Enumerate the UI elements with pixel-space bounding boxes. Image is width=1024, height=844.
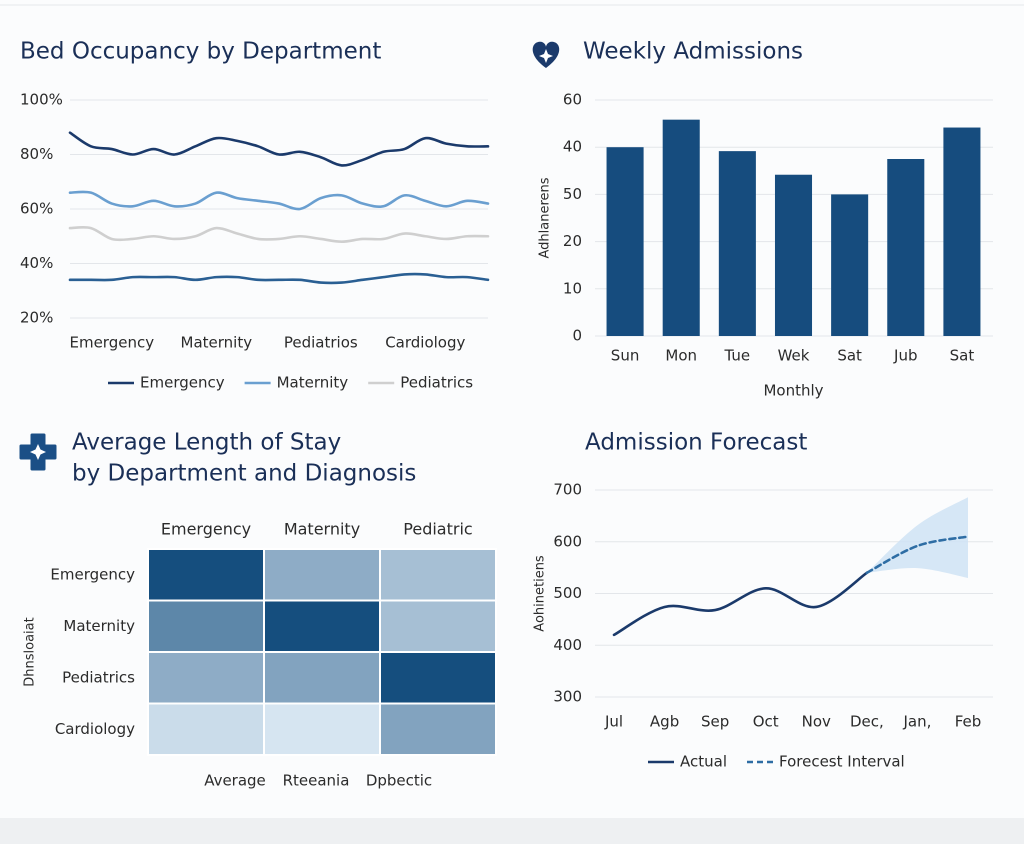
x-tick-label: Tue <box>724 347 751 365</box>
x-tick-label: Feb <box>955 713 982 731</box>
legend-label: Maternity <box>277 374 349 392</box>
series-line <box>68 225 490 244</box>
heatmap-cell <box>147 599 265 653</box>
x-tick-label: Agb <box>650 713 679 731</box>
bar <box>774 174 813 336</box>
bar <box>606 147 644 336</box>
x-tick-label: Pediatrios <box>284 334 358 352</box>
column-label: Pediatric <box>403 520 472 539</box>
cross-icon <box>19 433 57 471</box>
y-tick-label: 40 <box>563 138 582 156</box>
y-tick-label: 60 <box>563 91 582 109</box>
heart-icon <box>532 41 560 68</box>
bar <box>718 151 756 336</box>
x-tick-label: Cardiology <box>385 334 465 352</box>
heatmap-cell <box>379 548 497 602</box>
y-tick-label: 500 <box>553 584 582 602</box>
bar <box>662 119 700 337</box>
y-axis-label: Dhnsloaiat <box>23 617 38 686</box>
heatmap-cell <box>379 599 497 653</box>
row-label: Cardiology <box>55 720 135 738</box>
legend-label: Forecest Interval <box>779 753 905 771</box>
series-line <box>68 131 490 167</box>
series-line <box>612 571 869 637</box>
x-tick-label: Sat <box>837 347 862 365</box>
x-tick-label: Oct <box>753 713 779 731</box>
row-label: Emergency <box>50 565 135 583</box>
y-tick-label: 20% <box>20 309 53 327</box>
heatmap-cell <box>147 548 265 602</box>
chart-title: Bed Occupancy by Department <box>20 39 381 65</box>
row-label: Maternity <box>63 617 135 635</box>
bottom-bar <box>0 818 1024 844</box>
chart-title: Weekly Admissions <box>583 39 803 65</box>
heatmap-cell <box>263 702 381 756</box>
y-tick-label: 0 <box>572 327 582 345</box>
heatmap-cell <box>379 702 497 756</box>
bar <box>831 194 869 336</box>
x-axis-label: Monthly <box>763 382 823 400</box>
heatmap-cell <box>147 702 265 756</box>
y-axis-label: Adhlanerens <box>538 177 553 258</box>
legend-label: Pediatrics <box>400 374 473 392</box>
y-axis-label: Aohinetiens <box>533 555 548 632</box>
x-tick-label: Emergency <box>69 334 154 352</box>
chart-title: Admission Forecast <box>585 430 807 456</box>
x-tick-label: Dec, <box>850 713 884 731</box>
series-line <box>68 190 490 211</box>
x-tick-label: Sun <box>611 347 640 365</box>
heatmap-cell <box>263 651 381 705</box>
bar <box>943 127 981 337</box>
x-tick-label: Sat <box>950 347 975 365</box>
heatmap-cell <box>379 651 497 705</box>
x-tick-label: Jan, <box>902 713 931 731</box>
y-tick-label: 80% <box>20 145 53 163</box>
y-tick-label: 300 <box>553 688 582 706</box>
legend-label: Emergency <box>140 374 225 392</box>
legend-label: Actual <box>680 753 727 771</box>
x-axis-label: Rteeania <box>283 772 350 790</box>
series-line <box>68 272 490 285</box>
y-tick-label: 10 <box>563 279 582 297</box>
y-tick-label: 20 <box>563 232 582 250</box>
chart-title: by Department and Diagnosis <box>72 461 416 487</box>
y-tick-label: 60% <box>20 200 53 218</box>
x-tick-label: Maternity <box>181 334 253 352</box>
x-tick-label: Wek <box>778 347 810 365</box>
heatmap-cell <box>147 651 265 705</box>
x-tick-label: Jul <box>604 713 623 731</box>
column-label: Emergency <box>161 520 251 539</box>
x-axis-label: Average <box>204 772 266 790</box>
chart-title: Average Length of Stay <box>72 430 341 456</box>
heatmap-cell <box>263 548 381 602</box>
y-tick-label: 50 <box>563 185 582 203</box>
x-axis-label: Dpbectic <box>366 772 432 790</box>
x-tick-label: Nov <box>802 713 831 731</box>
y-tick-label: 40% <box>20 254 53 272</box>
bar <box>887 159 925 336</box>
x-tick-label: Jub <box>893 347 917 365</box>
y-tick-label: 400 <box>553 636 582 654</box>
y-tick-label: 600 <box>553 532 582 550</box>
x-tick-label: Sep <box>701 713 729 731</box>
x-tick-label: Mon <box>665 347 697 365</box>
series-line <box>865 535 970 575</box>
column-label: Maternity <box>284 520 360 539</box>
y-tick-label: 100% <box>20 91 63 109</box>
heatmap-cell <box>263 599 381 653</box>
y-tick-label: 700 <box>553 481 582 499</box>
row-label: Pediatrics <box>62 668 135 686</box>
